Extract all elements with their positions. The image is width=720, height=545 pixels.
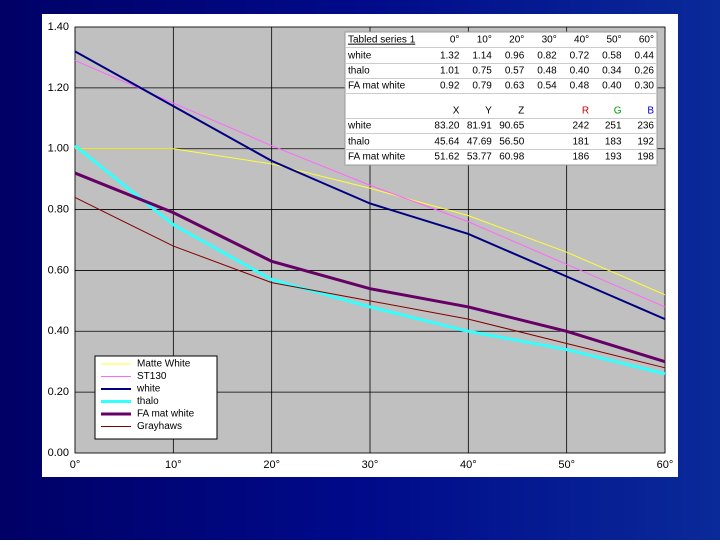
table-header: Tabled series 1 [348, 35, 416, 46]
series-line [74, 171, 666, 364]
x-tick-label: 0° [70, 459, 81, 471]
table-header: 10° [477, 35, 492, 46]
x-tick-label: 20° [263, 459, 280, 471]
series-line [74, 50, 666, 321]
series-line [74, 144, 666, 376]
table-header: R [582, 106, 589, 117]
table-header: 20° [509, 35, 524, 46]
table-cell: 0.48 [570, 81, 590, 92]
table-cell: 193 [605, 152, 622, 163]
axes: 0.00 0.20 0.40 0.60 0.80 1.00 1.20 1.40 0° 10° 20°… [48, 21, 674, 471]
grid [74, 26, 666, 454]
y-tick-label: 0.60 [48, 264, 69, 276]
x-tick-label: 40° [460, 459, 477, 471]
table-cell: 0.96 [505, 51, 525, 62]
legend-label: Matte White [137, 359, 191, 370]
table-header: Z [518, 106, 524, 117]
x-tick-label: 50° [558, 459, 575, 471]
legend-label: white [136, 384, 161, 395]
table-cell: thalo [348, 137, 370, 148]
table-cell: 181 [572, 137, 589, 148]
series-line [74, 60, 666, 308]
table-cell: FA mat white [348, 152, 406, 163]
table-cell: 0.48 [537, 66, 557, 77]
table-cell: 90.65 [499, 121, 524, 132]
table-cell: 0.72 [570, 51, 590, 62]
table-cell: 236 [637, 121, 654, 132]
lines [74, 50, 666, 376]
legend-label: FA mat white [137, 409, 195, 420]
y-tick-label: 0.80 [48, 203, 69, 215]
table-cell: 192 [637, 137, 654, 148]
table-cell: white [347, 51, 372, 62]
table-header: 60° [639, 35, 654, 46]
table-cell: 1.01 [440, 66, 460, 77]
table-cell: 0.44 [635, 51, 655, 62]
table-cell: 0.30 [635, 81, 655, 92]
table-cell: 51.62 [434, 152, 459, 163]
legend-label: ST130 [137, 371, 167, 382]
table-header: G [614, 106, 622, 117]
table-cell: 45.64 [434, 137, 459, 148]
table-cell: 0.63 [505, 81, 525, 92]
table-cell: 0.79 [472, 81, 492, 92]
table-cell: 198 [637, 152, 654, 163]
table-cell: 56.50 [499, 137, 524, 148]
series-line [74, 196, 666, 369]
y-tick-label: 1.00 [48, 143, 69, 155]
table-cell: 0.75 [472, 66, 492, 77]
x-tick-label: 30° [362, 459, 379, 471]
table-cell: 242 [572, 121, 589, 132]
legend-label: thalo [137, 396, 159, 407]
table-cell: 1.32 [440, 51, 460, 62]
table-header: 50° [606, 35, 621, 46]
table-cell: 186 [572, 152, 589, 163]
series-line [75, 148, 666, 296]
table-cell: thalo [348, 66, 370, 77]
table-cell: 0.92 [440, 81, 460, 92]
table-cell: 0.26 [635, 66, 655, 77]
x-tick-label: 60° [657, 459, 674, 471]
table-header: 30° [542, 35, 557, 46]
legend-label: Grayhaws [137, 421, 182, 432]
table-cell: 0.40 [602, 81, 622, 92]
table-cell: 0.54 [537, 81, 557, 92]
y-tick-label: 0.40 [48, 325, 69, 337]
table-cell: 0.82 [537, 51, 557, 62]
table-cell: 0.34 [602, 66, 622, 77]
table-cell: 83.20 [434, 121, 459, 132]
table-cell: 0.58 [602, 51, 622, 62]
table-cell: 60.98 [499, 152, 524, 163]
table-cell: 53.77 [467, 152, 492, 163]
table-cell: 251 [605, 121, 622, 132]
table-cell: FA mat white [348, 81, 406, 92]
y-tick-label: 0.20 [48, 386, 69, 398]
table-cell: white [347, 121, 372, 132]
x-tick-label: 10° [165, 459, 182, 471]
table-header: 40° [574, 35, 589, 46]
y-tick-label: 1.20 [48, 82, 69, 94]
table-cell: 0.57 [505, 66, 525, 77]
legend-box [94, 355, 218, 440]
table-cell: 183 [605, 137, 622, 148]
table-bg [344, 31, 658, 166]
table-cell: 81.91 [467, 121, 492, 132]
table-header: Y [485, 106, 492, 117]
table-cell: 0.40 [570, 66, 590, 77]
table-cell: 1.14 [472, 51, 492, 62]
table-header: 0° [450, 35, 460, 46]
y-tick-label: 0.00 [48, 447, 69, 459]
data-table: Tabled series 1 0° 10° 20° 30° 40° 50° 60° white… [344, 31, 658, 166]
table-header: X [453, 106, 460, 117]
table-header: B [647, 106, 654, 117]
y-tick-label: 1.40 [48, 21, 69, 33]
table-cell: 47.69 [467, 137, 492, 148]
